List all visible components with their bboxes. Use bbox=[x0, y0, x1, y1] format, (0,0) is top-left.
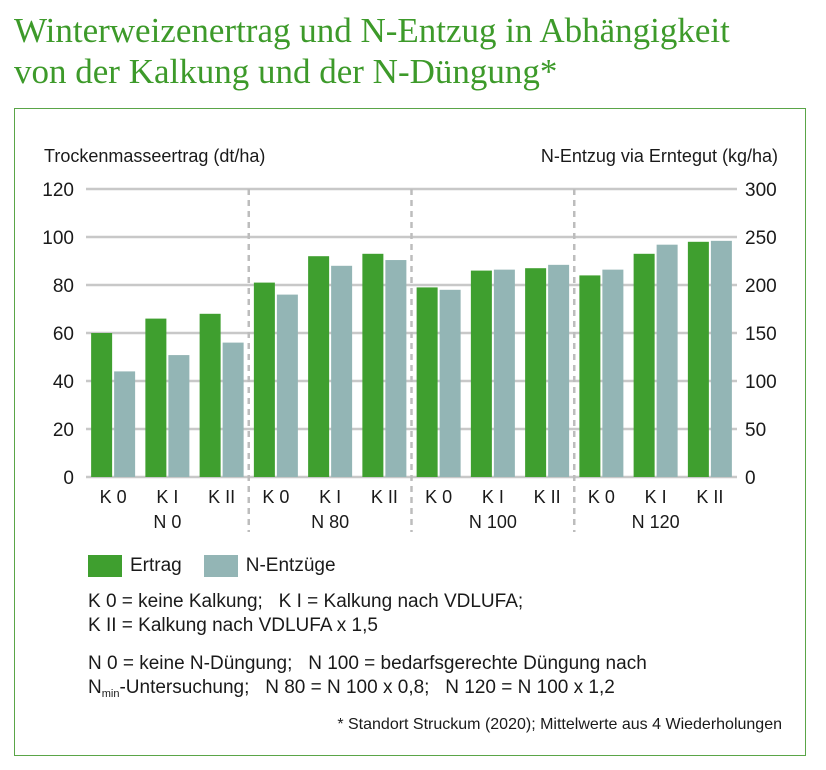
y-left-tick-label: 0 bbox=[63, 468, 74, 489]
category-label: K I bbox=[482, 487, 504, 507]
legend-swatch-ertrag bbox=[88, 555, 122, 577]
y-right-tick-label: 300 bbox=[745, 180, 777, 201]
bar-ertrag bbox=[199, 313, 221, 477]
y-left-tick-label: 80 bbox=[53, 276, 74, 297]
group-label: N 0 bbox=[153, 512, 181, 532]
category-label: K 0 bbox=[425, 487, 452, 507]
kalkung-note-line-2: K II = Kalkung nach VDLUFA x 1,5 bbox=[88, 615, 378, 636]
group-label: N 100 bbox=[469, 512, 517, 532]
bar-ertrag bbox=[145, 318, 167, 477]
category-label: K II bbox=[534, 487, 561, 507]
category-label: K I bbox=[645, 487, 667, 507]
bar-n-entzug bbox=[114, 371, 136, 477]
y-left-tick-label: 120 bbox=[42, 180, 74, 201]
group-label: N 80 bbox=[311, 512, 349, 532]
y-left-tick-label: 20 bbox=[53, 420, 74, 441]
y-left-tick-label: 40 bbox=[53, 372, 74, 393]
bar-ertrag bbox=[579, 275, 601, 477]
bar-n-entzug bbox=[385, 260, 407, 477]
legend-item-entzug: N-Entzüge bbox=[203, 555, 336, 577]
bar-n-entzug bbox=[710, 240, 732, 477]
legend-label-ertrag: Ertrag bbox=[130, 555, 182, 576]
legend-label-entzug: N-Entzüge bbox=[245, 555, 336, 576]
bar-ertrag bbox=[470, 270, 492, 477]
bar-ertrag bbox=[253, 282, 275, 477]
y-right-tick-label: 0 bbox=[745, 468, 756, 489]
chart-title-line-1: Winterweizenertrag und N-Entzug in Abhän… bbox=[14, 11, 730, 50]
bar-ertrag bbox=[91, 333, 113, 477]
bar-chart: 0 0 20 50 40 100 60 150 80 200 100 250 120 300 K 0 K I K… bbox=[42, 180, 777, 532]
y-right-tick-label: 100 bbox=[745, 372, 777, 393]
y-axis-right-label: N-Entzug via Erntegut (kg/ha) bbox=[540, 146, 778, 166]
legend-swatch-entzug bbox=[203, 555, 238, 577]
legend: Ertrag N-Entzüge bbox=[88, 553, 358, 579]
y-axis-left-label: Trockenmasseertrag (dt/ha) bbox=[44, 146, 266, 166]
bar-ertrag bbox=[633, 253, 655, 477]
category-label: K 0 bbox=[100, 487, 127, 507]
footnote: * Standort Struckum (2020); Mittelwerte … bbox=[337, 716, 782, 733]
bar-ertrag bbox=[416, 287, 438, 477]
y-right-tick-label: 200 bbox=[745, 276, 777, 297]
bar-n-entzug bbox=[222, 342, 244, 477]
category-label: K II bbox=[371, 487, 398, 507]
category-label: K II bbox=[696, 487, 723, 507]
bar-n-entzug bbox=[439, 289, 461, 477]
duengung-note-line-2-text: -Untersuchung; N 80 = N 100 x 0,8; N 120… bbox=[119, 677, 615, 698]
y-left-tick-label: 100 bbox=[42, 228, 74, 249]
bar-n-entzug bbox=[276, 294, 298, 477]
group-label: N 120 bbox=[632, 512, 680, 532]
bar-ertrag bbox=[362, 253, 384, 477]
duengung-note-line-1: N 0 = keine N-Düngung; N 100 = bedarfsge… bbox=[88, 653, 647, 674]
duengung-notes: N 0 = keine N-Düngung; N 100 = bedarfsge… bbox=[88, 652, 647, 706]
category-label: K II bbox=[208, 487, 235, 507]
category-label: K 0 bbox=[262, 487, 289, 507]
bar-ertrag bbox=[308, 256, 330, 477]
bar-n-entzug bbox=[168, 355, 190, 477]
chart-frame bbox=[14, 108, 806, 756]
y-left-tick-label: 60 bbox=[53, 324, 74, 345]
category-label: K I bbox=[156, 487, 178, 507]
y-right-tick-label: 250 bbox=[745, 228, 777, 249]
duengung-note-line-2: Nmin-Untersuchung; N 80 = N 100 x 0,8; N… bbox=[88, 676, 647, 706]
chart-title-line-2: von der Kalkung und der N-Düngung* bbox=[14, 52, 558, 91]
bar-ertrag bbox=[525, 268, 547, 477]
y-right-tick-label: 50 bbox=[745, 420, 766, 441]
bar-n-entzug bbox=[548, 264, 570, 477]
bar-n-entzug bbox=[493, 269, 515, 477]
legend-item-ertrag: Ertrag bbox=[88, 555, 182, 577]
bar-n-entzug bbox=[602, 269, 624, 477]
kalkung-note-line-1: K 0 = keine Kalkung; K I = Kalkung nach … bbox=[88, 591, 524, 612]
nmin-subscript: min bbox=[101, 688, 120, 700]
bar-ertrag bbox=[687, 241, 709, 477]
chart-title: Winterweizenertrag und N-Entzug in Abhän… bbox=[14, 10, 814, 92]
bar-n-entzug bbox=[656, 244, 678, 477]
category-label: K 0 bbox=[588, 487, 615, 507]
kalkung-notes: K 0 = keine Kalkung; K I = Kalkung nach … bbox=[88, 590, 523, 638]
y-right-tick-label: 150 bbox=[745, 324, 777, 345]
bar-n-entzug bbox=[331, 265, 353, 477]
category-label: K I bbox=[319, 487, 341, 507]
nmin-base: N bbox=[88, 677, 102, 698]
